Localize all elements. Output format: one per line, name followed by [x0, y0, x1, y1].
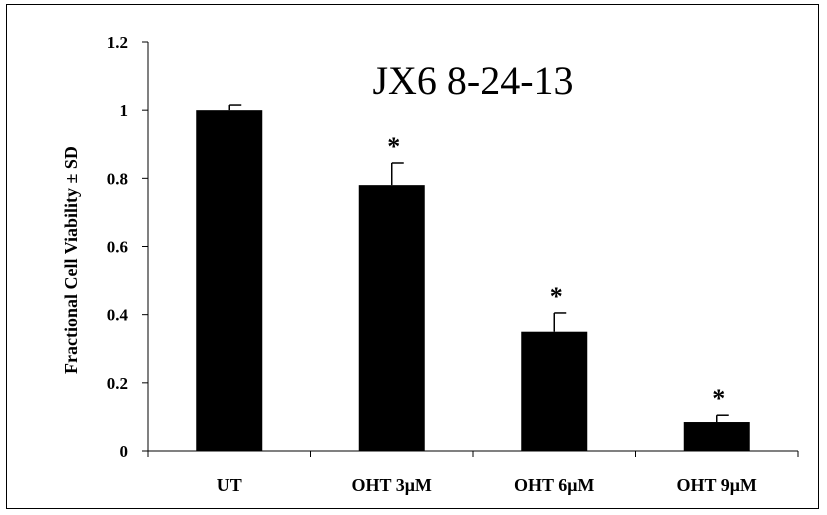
bar [683, 422, 750, 451]
x-tick-label: OHT 3μM [352, 475, 432, 495]
y-tick-label: 0.6 [107, 238, 128, 257]
x-tick-label: OHT 6μM [514, 475, 594, 495]
significance-marker: * [550, 282, 563, 311]
bar [196, 110, 263, 452]
x-tick-label: OHT 9μM [677, 475, 757, 495]
significance-marker: * [387, 132, 400, 161]
y-tick-label: 1.2 [107, 33, 128, 52]
y-tick-label: 0.4 [107, 306, 129, 325]
y-axis-title: Fractional Cell Viability ± SD [61, 146, 81, 374]
bar [358, 185, 425, 451]
significance-marker: * [712, 384, 725, 413]
chart-title: JX6 8-24-13 [372, 58, 573, 103]
x-tick-label: UT [217, 475, 242, 495]
y-tick-label: 0 [120, 442, 129, 461]
y-tick-label: 0.8 [107, 169, 128, 188]
bar [521, 331, 588, 451]
y-tick-label: 0.2 [107, 374, 128, 393]
y-tick-label: 1 [120, 101, 129, 120]
